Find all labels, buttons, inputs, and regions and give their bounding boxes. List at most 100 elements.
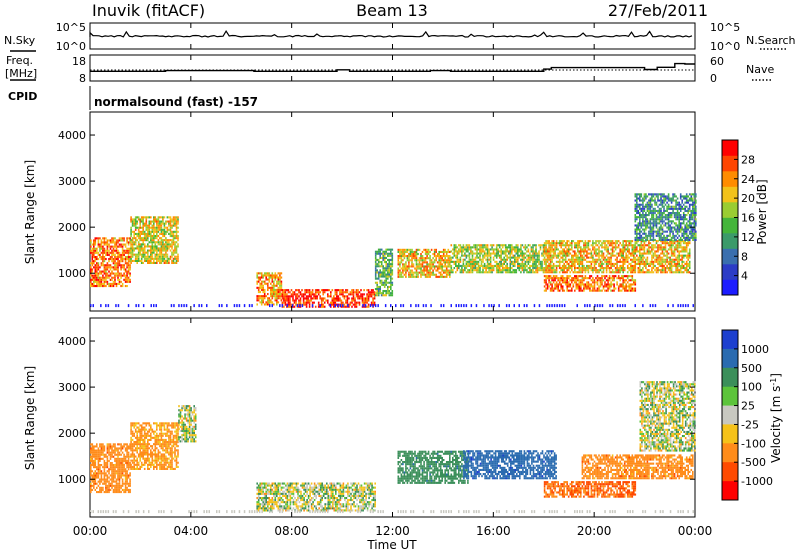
nave-tick-top: 60 [710,55,724,68]
time-tick-label: 00:00 [73,524,108,538]
power-panel: Slant Range [km] Power [dB] 1000 2000 3000… [23,111,769,312]
velocity-echo-region [178,405,197,443]
station-title: Inuvik (fitACF) [92,1,205,20]
power-echo-region [130,216,179,264]
freq-line [90,62,695,72]
freq-tick-top: 18 [72,55,86,68]
power-echo-region [397,248,451,278]
colorbar-segment [722,140,738,156]
time-tick-label: 08:00 [274,524,309,538]
velocity-echo-region [256,482,376,512]
colorbar-segment [722,279,738,296]
time-tick-label: 16:00 [476,524,511,538]
power-echo-region [281,289,376,308]
colorbar-tick-label: 500 [741,362,762,375]
nsky-label: N.Sky [4,34,36,47]
colorbar-tick-label: 4 [741,270,748,283]
power-echo-region [256,272,283,306]
colorbar-segment [722,264,738,280]
velocity-echo-region [130,422,179,470]
colorbar-segment [722,330,738,350]
colorbar-tick-label: -100 [741,437,766,450]
power-colorbar-label: Power [dB] [755,179,769,244]
colorbar-segment [722,443,738,463]
beam-title: Beam 13 [356,1,428,20]
colorbar-tick-label: -1000 [741,475,773,488]
colorbar-tick-label: 16 [741,212,755,225]
nsearch-tick-top: 10^5 [710,21,740,34]
time-tick-label: 04:00 [174,524,209,538]
nave-tick-bottom: 0 [710,72,717,85]
colorbar-tick-label: 1000 [741,343,769,356]
y-tick-label: 2000 [58,427,86,440]
y-tick-label: 4000 [58,129,86,142]
colorbar-segment [722,424,738,444]
velocity-colorbar-label: Velocity [m s-1] [769,373,783,463]
colorbar-tick-label: 8 [741,250,748,263]
velocity-ylabel: Slant Range [km] [23,366,37,470]
power-echo-region [634,193,697,241]
power-echo-region [543,275,637,292]
power-echo-region [450,244,545,274]
cpid-label: CPID [8,90,37,103]
freq-unit-label: [MHz] [5,67,37,80]
nsky-tick-top: 10^5 [56,21,86,34]
colorbar-tick-label: 28 [741,153,755,166]
time-axis: 00:00 04:00 08:00 12:00 16:00 20:00 00:00 [73,23,713,538]
colorbar-frame [721,329,739,501]
colorbar-segment [722,481,738,501]
colorbar-tick-label: -25 [741,418,759,431]
power-echo-region [374,248,394,297]
colorbar-segment [722,367,738,387]
colorbar-segment [722,405,738,425]
colorbar-tick-label: 100 [741,381,762,394]
nsky-line [89,29,693,38]
velocity-echo-region [397,450,469,484]
colorbar-segment [722,202,738,218]
velocity-ground-scatter [90,510,694,514]
y-tick-label: 3000 [58,381,86,394]
power-echo-region [90,237,131,288]
freq-label: Freq. [6,54,33,67]
freq-trace [90,62,695,72]
time-axis-label: Time UT [366,538,417,552]
y-tick-label: 4000 [58,335,86,348]
cpid-text: normalsound (fast) -157 [94,95,258,109]
power-ground-scatter [90,304,694,308]
colorbar-tick-label: 12 [741,231,755,244]
nave-label: Nave [746,63,774,76]
velocity-echo-region [639,381,696,452]
power-ylabel: Slant Range [km] [23,160,37,264]
velocity-panel: Slant Range [km] Velocity [m s-1] 1000 20… [23,317,783,518]
freq-tick-bottom: 8 [79,72,86,85]
nsky-tick-bottom: 10^0 [56,40,86,53]
nsearch-tick-bottom: 10^0 [710,40,740,53]
velocity-echo-region [543,481,637,498]
colorbar-segment [722,186,738,203]
velocity-echo-region [463,450,557,480]
colorbar-segment [722,217,738,234]
colorbar-tick-label: 24 [741,173,755,186]
power-echo-region [543,240,691,274]
time-tick-label: 00:00 [678,524,713,538]
time-tick-label: 20:00 [577,524,612,538]
nsearch-label: N.Search [746,34,796,47]
y-tick-label: 3000 [58,175,86,188]
colorbar-segment [722,233,738,249]
date-title: 27/Feb/2011 [608,1,708,20]
colorbar-segment [722,171,738,187]
colorbar-segment [722,248,738,265]
colorbar-tick-label: -500 [741,456,766,469]
y-tick-label: 1000 [58,473,86,486]
velocity-echo-region [581,454,694,480]
y-tick-label: 2000 [58,221,86,234]
colorbar-segment [722,348,738,369]
colorbar-segment [722,462,738,482]
time-tick-label: 12:00 [375,524,410,538]
colorbar-tick-label: 20 [741,192,755,205]
velocity-echo-region [90,443,131,494]
y-tick-label: 1000 [58,267,86,280]
colorbar-segment [722,386,738,406]
nsky-trace [89,29,693,38]
